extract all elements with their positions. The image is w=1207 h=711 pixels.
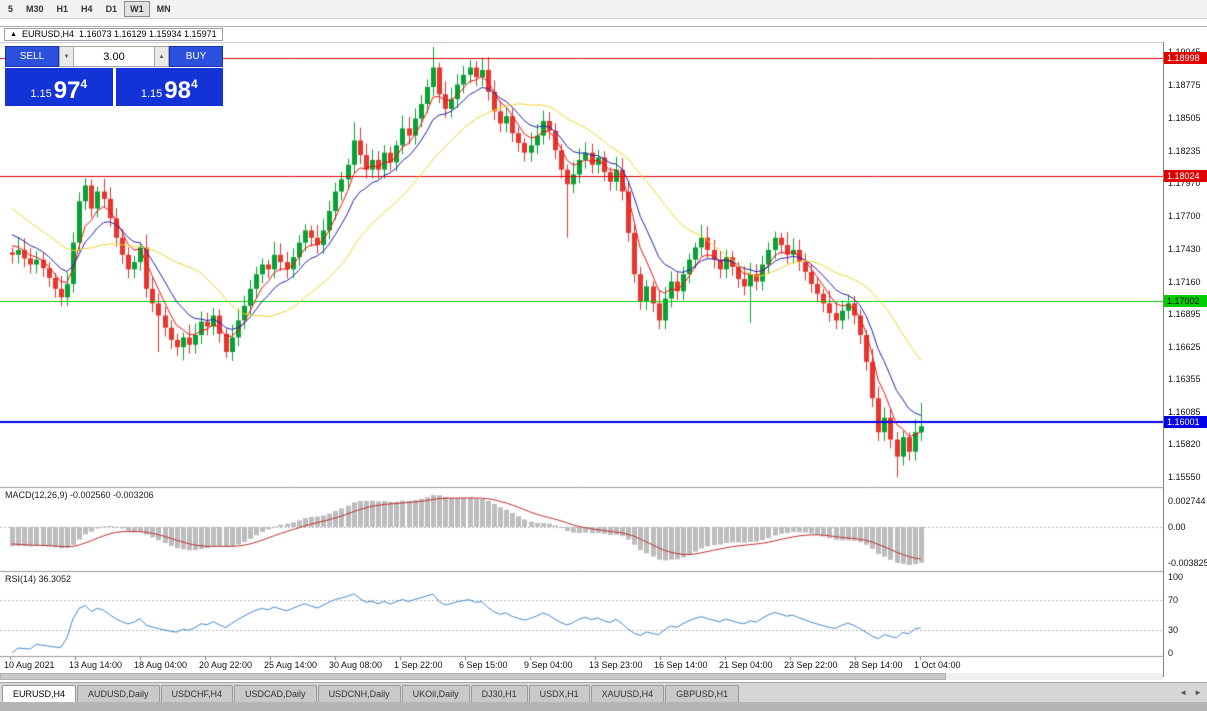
timeframe-toolbar: 5 M30 H1 H4 D1 W1 MN <box>0 0 1207 19</box>
price-axis-label: 1.16085 <box>1168 407 1201 417</box>
period-button-h4[interactable]: H4 <box>75 1 99 17</box>
rsi-axis-label: 0 <box>1168 648 1174 658</box>
macd-axis-label: 0.002744 <box>1168 496 1206 506</box>
chart-tab-usdchf-h4[interactable]: USDCHF,H4 <box>160 685 234 702</box>
chart-tab-xauusd-h4[interactable]: XAUUSD,H4 <box>590 685 665 702</box>
chart-tab-ukoil-daily[interactable]: UKOil,Daily <box>401 685 470 702</box>
macd-axis-label: -0.003825 <box>1168 558 1207 568</box>
buy-price-prefix: 1.15 <box>140 88 163 100</box>
sell-button[interactable]: SELL <box>5 46 59 67</box>
chart-window: ▲ EURUSD,H4 1.16073 1.16129 1.15934 1.15… <box>0 26 1207 682</box>
time-axis-label: 20 Aug 22:00 <box>199 660 253 670</box>
time-axis-label: 21 Sep 04:00 <box>719 660 773 670</box>
price-line-badge: 1.18024 <box>1164 170 1207 182</box>
chart-tab-dj30-h1[interactable]: DJ30,H1 <box>470 685 528 702</box>
price-line-badge: 1.18998 <box>1164 52 1207 64</box>
period-button-w1[interactable]: W1 <box>124 1 150 17</box>
price-axis-label: 1.15550 <box>1168 472 1201 482</box>
sell-price-pipette: 4 <box>80 77 88 91</box>
buy-price-pipette: 4 <box>190 77 198 91</box>
price-axis-label: 1.16355 <box>1168 374 1201 384</box>
one-click-price-row: 1.15 97 4 1.15 98 4 <box>5 68 223 106</box>
time-axis-label: 18 Aug 04:00 <box>134 660 188 670</box>
chart-title-symbol: EURUSD,H4 <box>21 29 74 39</box>
sell-price-big: 97 <box>53 77 81 104</box>
volume-increase-button[interactable]: ▲ <box>154 46 169 67</box>
chart-scrollbar[interactable] <box>0 673 1163 680</box>
time-axis: 10 Aug 2021 13 Aug 14:00 18 Aug 04:00 20 Au… <box>0 660 1163 672</box>
buy-price[interactable]: 1.15 98 4 <box>115 68 223 106</box>
buy-price-big: 98 <box>164 77 191 104</box>
time-axis-label: 25 Aug 14:00 <box>264 660 318 670</box>
price-axis-label: 1.18775 <box>1168 80 1201 90</box>
chart-tab-gbpusd-h1[interactable]: GBPUSD,H1 <box>665 685 740 702</box>
price-axis: 1.190451.187751.185051.182351.179701.177… <box>1163 42 1207 677</box>
price-axis-label: 1.18505 <box>1168 113 1201 123</box>
time-axis-label: 1 Oct 04:00 <box>914 660 961 670</box>
macd-indicator-label: MACD(12,26,9) -0.002560 -0.003206 <box>5 490 154 500</box>
period-button-d1[interactable]: D1 <box>100 1 124 17</box>
rsi-axis-label: 30 <box>1168 625 1179 635</box>
price-axis-label: 1.16895 <box>1168 309 1201 319</box>
chart-title-ohlc: 1.16073 1.16129 1.15934 1.15971 <box>78 29 217 39</box>
period-button-m30[interactable]: M30 <box>20 1 50 17</box>
rsi-indicator-label: RSI(14) 36.3052 <box>5 574 72 584</box>
time-axis-label: 13 Aug 14:00 <box>69 660 123 670</box>
chart-scrollbar-thumb[interactable] <box>0 673 946 680</box>
macd-axis-label: 0.00 <box>1168 522 1186 532</box>
price-axis-label: 1.18235 <box>1168 146 1201 156</box>
rsi-axis-label: 100 <box>1168 572 1184 582</box>
time-axis-label: 6 Sep 15:00 <box>459 660 508 670</box>
time-axis-label: 9 Sep 04:00 <box>524 660 573 670</box>
price-line-badge: 1.16001 <box>1164 416 1207 428</box>
time-axis-label: 10 Aug 2021 <box>4 660 55 670</box>
period-button-5[interactable]: 5 <box>2 1 19 17</box>
price-axis-label: 1.16625 <box>1168 342 1201 352</box>
time-axis-label: 16 Sep 14:00 <box>654 660 708 670</box>
time-axis-label: 23 Sep 22:00 <box>784 660 838 670</box>
tab-scroll-left-icon[interactable]: ◄ <box>1179 688 1188 697</box>
chart-tab-usdx-h1[interactable]: USDX,H1 <box>528 685 590 702</box>
chart-tab-usdcad-daily[interactable]: USDCAD,Daily <box>234 685 317 702</box>
time-axis-label: 28 Sep 14:00 <box>849 660 903 670</box>
price-axis-label: 1.17970 <box>1168 178 1201 188</box>
time-axis-label: 30 Aug 08:00 <box>329 660 383 670</box>
period-button-mn[interactable]: MN <box>151 1 177 17</box>
status-bar <box>0 702 1207 711</box>
price-line-badge: 1.17002 <box>1164 295 1207 307</box>
buy-button[interactable]: BUY <box>169 46 223 67</box>
volume-decrease-button[interactable]: ▼ <box>59 46 74 67</box>
volume-input[interactable] <box>74 46 154 67</box>
time-axis-label: 13 Sep 23:00 <box>589 660 643 670</box>
price-axis-label: 1.15820 <box>1168 439 1201 449</box>
chart-tab-eurusd-h4[interactable]: EURUSD,H4 <box>2 685 77 702</box>
period-button-h1[interactable]: H1 <box>51 1 75 17</box>
sell-price[interactable]: 1.15 97 4 <box>5 68 113 106</box>
price-axis-label: 1.17700 <box>1168 211 1201 221</box>
one-click-order-row: SELL ▼ ▲ BUY <box>5 46 223 67</box>
price-axis-label: 1.17160 <box>1168 277 1201 287</box>
tab-scroll-right-icon[interactable]: ► <box>1194 688 1202 697</box>
sell-price-prefix: 1.15 <box>30 88 52 100</box>
price-axis-label: 1.17430 <box>1168 244 1201 254</box>
chart-icon: ▲ <box>10 31 17 38</box>
time-axis-label: 1 Sep 22:00 <box>394 660 443 670</box>
tab-scroll-buttons: ◄ ► <box>1179 688 1202 697</box>
chart-tabs-bar: EURUSD,H4 AUDUSD,Daily USDCHF,H4 USDCAD,Dai… <box>0 682 1207 702</box>
price-chart-canvas[interactable] <box>0 42 1163 677</box>
chart-tab-usdcnh-daily[interactable]: USDCNH,Daily <box>317 685 401 702</box>
rsi-axis-label: 70 <box>1168 595 1179 605</box>
chart-title: ▲ EURUSD,H4 1.16073 1.16129 1.15934 1.15… <box>4 28 223 41</box>
chart-tab-audusd-daily[interactable]: AUDUSD,Daily <box>77 685 160 702</box>
